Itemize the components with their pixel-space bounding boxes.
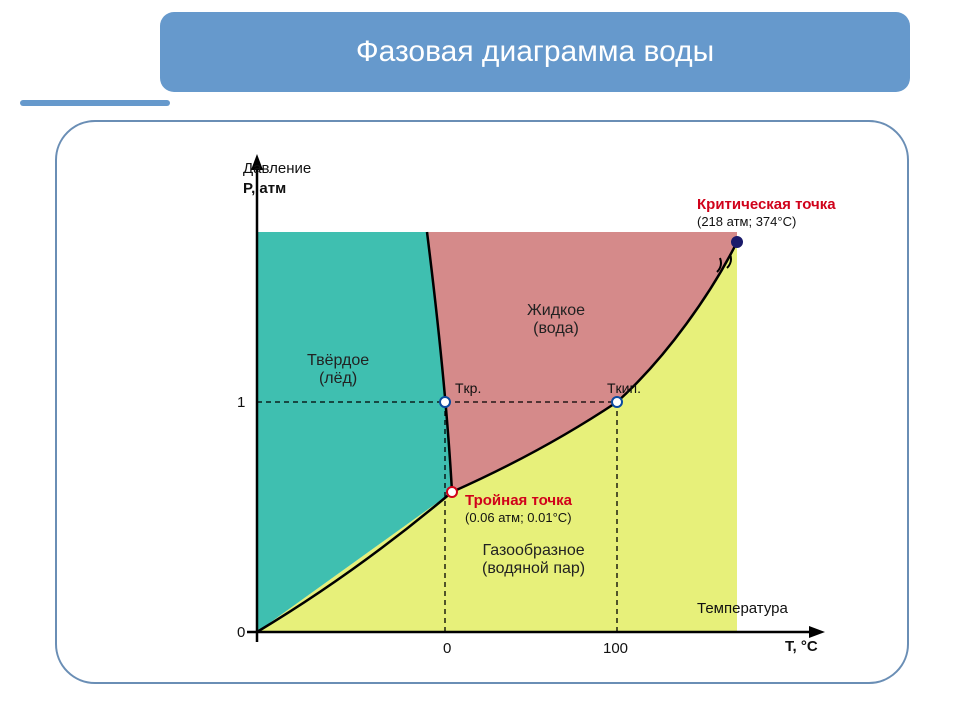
region-liquid-l2: (вода) (533, 320, 579, 337)
region-liquid-label: Жидкое (вода) (527, 302, 585, 338)
y-axis-unit: P, атм (243, 180, 286, 197)
triple-point-detail: (0.06 атм; 0.01°C) (465, 510, 572, 525)
region-gas-l2: (водяной пар) (482, 560, 585, 577)
accent-rule (20, 100, 170, 106)
region-solid-l1: Твёрдое (307, 352, 369, 369)
point-tcr-label: Tкр. (455, 380, 481, 396)
x-tick-100: 100 (603, 640, 628, 657)
content-panel: Давление P, атм Температура T, °C 1 0 0 … (55, 120, 909, 684)
point-tcr (440, 397, 450, 407)
point-tboil (612, 397, 622, 407)
slide-title: Фазовая диаграмма воды (356, 35, 714, 69)
x-tick-0: 0 (443, 640, 451, 657)
point-triple (447, 487, 457, 497)
region-gas-label: Газообразное (водяной пар) (482, 542, 585, 578)
x-axis-unit: T, °C (785, 638, 818, 655)
y-tick-1: 1 (237, 394, 245, 411)
triple-point-title: Тройная точка (465, 492, 572, 509)
critical-point-labels: Критическая точка (218 атм; 374°C) (697, 196, 836, 230)
x-axis-title: Температура (697, 600, 788, 617)
region-gas-l1: Газообразное (482, 542, 584, 559)
region-solid-l2: (лёд) (319, 370, 357, 387)
slide-title-bar: Фазовая диаграмма воды (160, 12, 910, 92)
slide: Фазовая диаграмма воды (0, 0, 960, 720)
point-tboil-label: Tкип. (607, 380, 641, 396)
critical-point-title: Критическая точка (697, 196, 836, 213)
region-liquid-l1: Жидкое (527, 302, 585, 319)
critical-point-detail: (218 атм; 374°C) (697, 214, 796, 229)
x-axis-arrow (809, 626, 825, 638)
y-tick-0: 0 (237, 624, 245, 641)
phase-diagram: Давление P, атм Температура T, °C 1 0 0 … (197, 142, 877, 672)
y-axis-title: Давление (243, 160, 311, 177)
region-solid-label: Твёрдое (лёд) (307, 352, 369, 388)
triple-point-labels: Тройная точка (0.06 атм; 0.01°C) (465, 492, 572, 526)
point-critical (732, 237, 742, 247)
